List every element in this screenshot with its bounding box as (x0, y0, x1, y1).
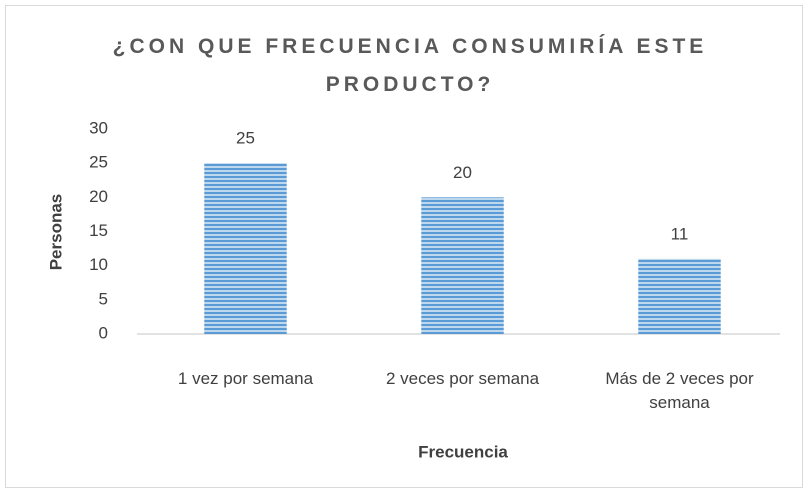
chart-border (5, 5, 803, 488)
y-axis-label: Personas (46, 194, 65, 271)
data-label: 20 (453, 163, 472, 182)
y-tick-label: 0 (99, 323, 108, 342)
x-tick-label: Más de 2 veces por semana (605, 369, 754, 412)
x-tick-label: 2 veces por semana (385, 369, 540, 388)
x-axis-label: Frecuencia (418, 442, 508, 461)
chart-title: ¿CON QUE FRECUENCIA CONSUMIRÍA ESTE PROD… (112, 35, 708, 96)
y-tick-label: 5 (99, 289, 108, 308)
bar (638, 258, 721, 334)
y-tick-label: 10 (89, 255, 108, 274)
y-tick-label: 30 (89, 118, 108, 137)
y-tick-label: 15 (89, 221, 108, 240)
y-tick-label: 25 (89, 153, 108, 172)
bar (204, 163, 287, 334)
x-tick-label: 1 vez por semana (177, 369, 314, 388)
y-tick-label: 20 (89, 187, 108, 206)
data-label: 25 (236, 129, 255, 148)
data-label: 11 (671, 224, 689, 243)
bar (421, 197, 504, 334)
